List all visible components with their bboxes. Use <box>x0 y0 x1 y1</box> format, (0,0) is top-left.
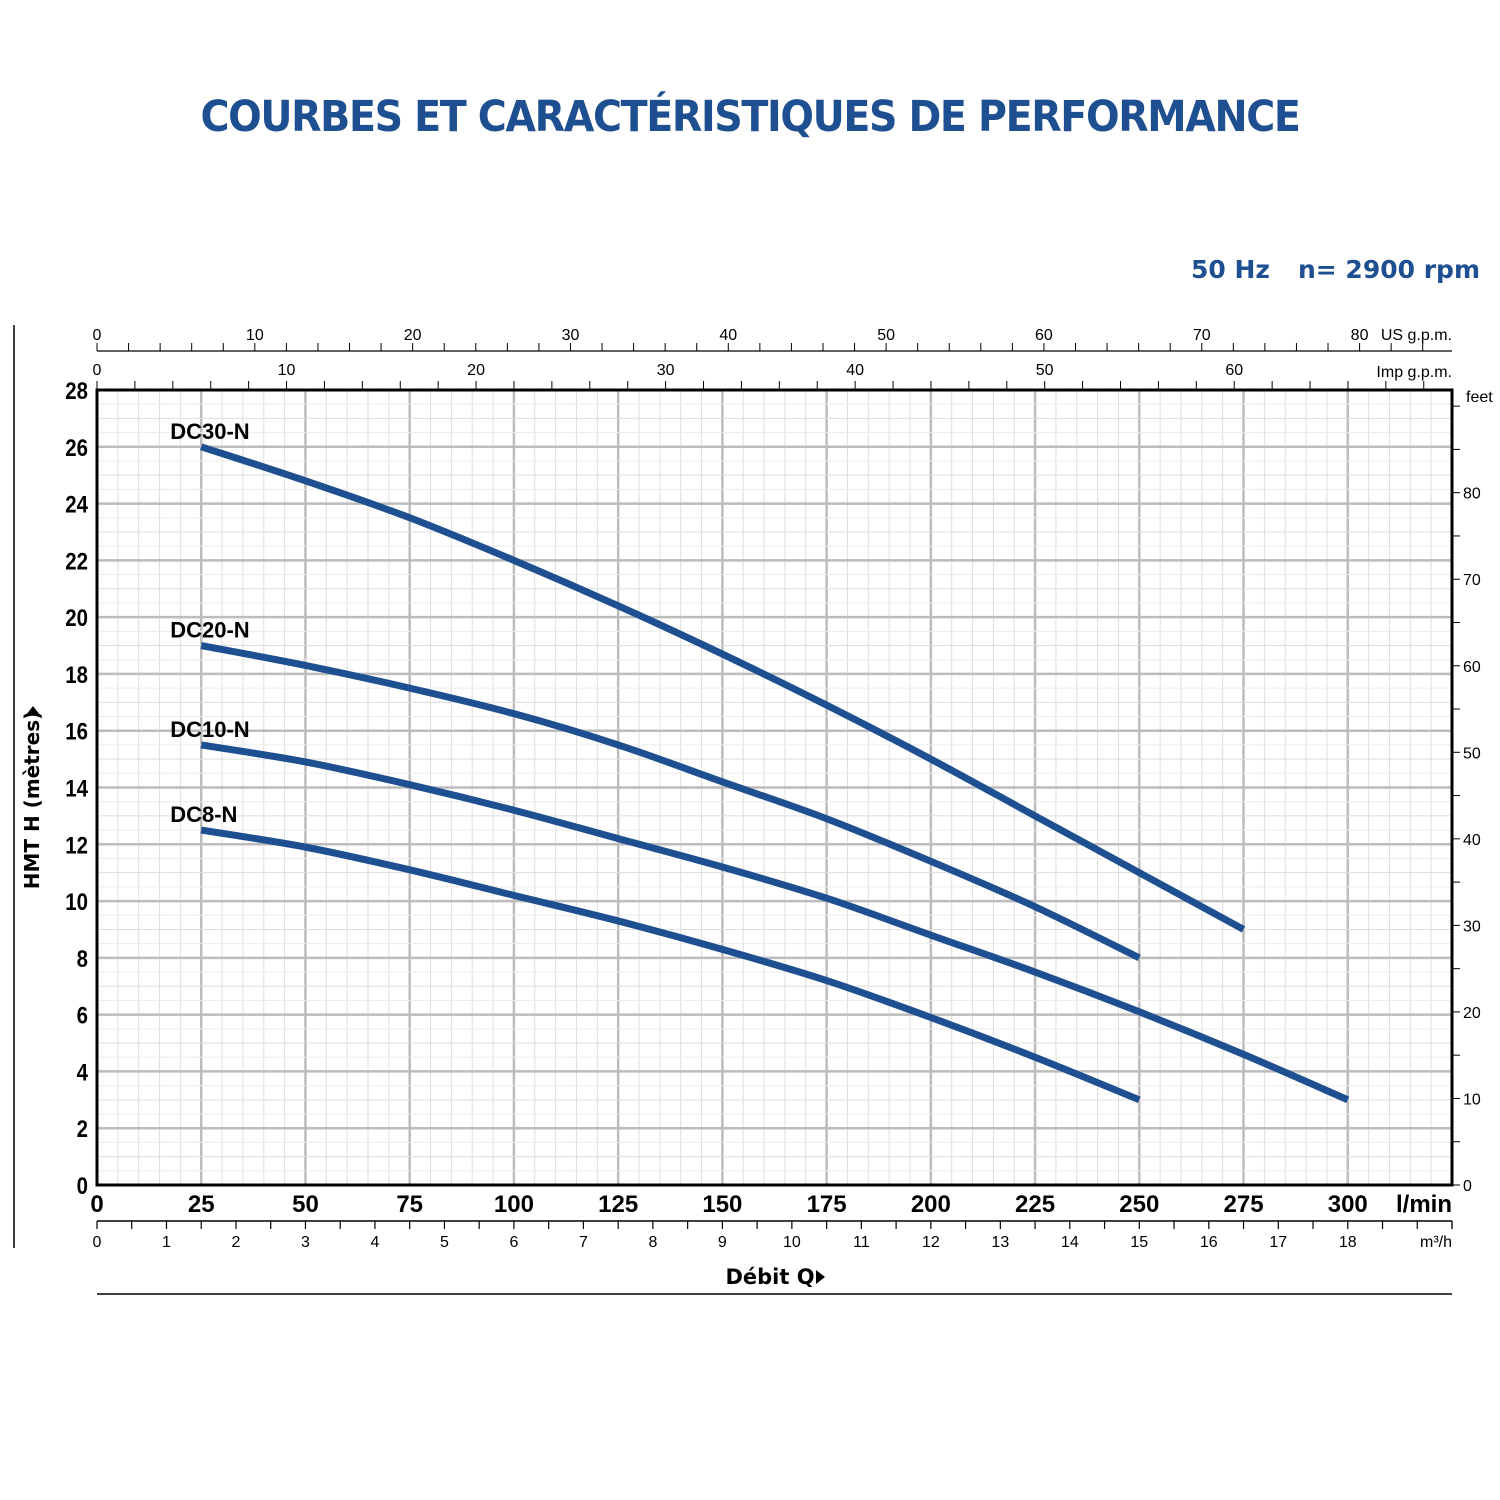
curve-label: DC30-N <box>170 419 249 444</box>
imp-gpm-tick-label: 50 <box>1036 362 1054 379</box>
y-tick-label: 2 <box>77 1116 88 1143</box>
us-gpm-unit-label: US g.p.m. <box>1381 327 1452 344</box>
m3h-tick-label: 1 <box>162 1234 171 1251</box>
x-tick-label: 250 <box>1119 1191 1159 1218</box>
imp-gpm-tick-label: 0 <box>93 362 102 379</box>
m3h-tick-label: 11 <box>853 1234 870 1251</box>
m3h-tick-label: 6 <box>509 1234 518 1251</box>
curve-dc10-n <box>200 741 1350 1104</box>
us-gpm-tick-label: 30 <box>562 327 580 344</box>
y-tick-label: 16 <box>65 718 88 745</box>
y-tick-label: 6 <box>77 1002 88 1029</box>
x-tick-label: 100 <box>494 1191 534 1218</box>
curve-dc8-n <box>200 826 1141 1104</box>
y-tick-label: 14 <box>65 775 88 802</box>
m3h-tick-label: 10 <box>783 1234 801 1251</box>
y-tick-label: 24 <box>65 491 88 518</box>
us-gpm-tick-label: 70 <box>1193 327 1211 344</box>
x-tick-label: 75 <box>396 1191 423 1218</box>
page-title: COURBES ET CARACTÉRISTIQUES DE PERFORMAN… <box>200 92 1300 142</box>
operating-conditions: 50 Hz n= 2900 rpm <box>1163 255 1480 284</box>
y-axis-arrow-icon <box>26 706 40 715</box>
x-tick-label: 275 <box>1224 1191 1264 1218</box>
feet-tick-label: 70 <box>1463 572 1481 589</box>
x-axis-label: Débit Q <box>725 1265 814 1289</box>
frequency: 50 Hz <box>1191 255 1270 284</box>
m3h-unit-label: m³/h <box>1420 1234 1452 1251</box>
x-unit-label: l/min <box>1396 1191 1452 1218</box>
y-tick-label: 8 <box>77 945 88 972</box>
m3h-tick-label: 12 <box>922 1234 940 1251</box>
y-tick-label: 18 <box>65 661 88 688</box>
us-gpm-tick-label: 10 <box>246 327 264 344</box>
m3h-tick-label: 3 <box>301 1234 310 1251</box>
y-axis-label: HMT H (mètres) <box>20 711 44 890</box>
x-tick-label: 50 <box>292 1191 319 1218</box>
m3h-tick-label: 14 <box>1061 1234 1079 1251</box>
feet-tick-label: 30 <box>1463 918 1481 935</box>
curve-dc20-n <box>200 642 1141 961</box>
speed: n= 2900 rpm <box>1297 255 1480 284</box>
m3h-tick-label: 8 <box>648 1234 657 1251</box>
y-tick-label: 28 <box>65 377 88 404</box>
imp-gpm-tick-label: 20 <box>467 362 485 379</box>
x-tick-label: 175 <box>807 1191 847 1218</box>
y-tick-label: 26 <box>65 434 88 461</box>
m3h-tick-label: 9 <box>718 1234 727 1251</box>
x-tick-label: 300 <box>1328 1191 1368 1218</box>
m3h-tick-label: 7 <box>579 1234 588 1251</box>
us-gpm-tick-label: 40 <box>719 327 737 344</box>
us-gpm-tick-label: 60 <box>1035 327 1053 344</box>
feet-tick-label: 80 <box>1463 486 1481 503</box>
us-gpm-tick-label: 0 <box>93 327 102 344</box>
m3h-tick-label: 18 <box>1339 1234 1357 1251</box>
y-tick-label: 22 <box>65 548 88 575</box>
m3h-tick-label: 2 <box>232 1234 241 1251</box>
us-gpm-tick-label: 80 <box>1351 327 1369 344</box>
curve-label: DC8-N <box>170 802 237 827</box>
us-gpm-tick-label: 50 <box>877 327 895 344</box>
m3h-tick-label: 15 <box>1130 1234 1148 1251</box>
x-tick-label: 200 <box>911 1191 951 1218</box>
m3h-tick-label: 5 <box>440 1234 449 1251</box>
m3h-tick-label: 0 <box>93 1234 102 1251</box>
x-tick-label: 0 <box>90 1191 103 1218</box>
feet-tick-label: 10 <box>1463 1091 1481 1108</box>
m3h-tick-label: 17 <box>1269 1234 1287 1251</box>
feet-unit-label: feet <box>1466 389 1493 406</box>
feet-tick-label: 40 <box>1463 832 1481 849</box>
imp-gpm-tick-label: 60 <box>1225 362 1243 379</box>
feet-tick-label: 60 <box>1463 659 1481 676</box>
feet-tick-label: 0 <box>1463 1178 1472 1195</box>
imp-gpm-tick-label: 10 <box>278 362 296 379</box>
x-tick-label: 225 <box>1015 1191 1055 1218</box>
y-tick-label: 4 <box>77 1059 89 1086</box>
x-tick-label: 150 <box>702 1191 742 1218</box>
y-tick-label: 20 <box>65 605 88 632</box>
feet-tick-label: 50 <box>1463 745 1481 762</box>
x-tick-label: 25 <box>188 1191 215 1218</box>
y-tick-label: 0 <box>77 1172 88 1199</box>
imp-gpm-tick-label: 30 <box>657 362 675 379</box>
plot-frame <box>95 388 1454 1187</box>
imp-gpm-unit-label: Imp g.p.m. <box>1376 364 1452 381</box>
us-gpm-tick-label: 20 <box>404 327 422 344</box>
curve-dc30-n <box>200 443 1246 933</box>
m3h-tick-label: 4 <box>370 1234 379 1251</box>
y-tick-label: 10 <box>65 889 88 916</box>
m3h-tick-label: 13 <box>991 1234 1009 1251</box>
imp-gpm-tick-label: 40 <box>846 362 864 379</box>
curve-label: DC10-N <box>170 717 249 742</box>
x-axis-arrow-icon <box>816 1270 825 1284</box>
curve-label: DC20-N <box>170 618 249 643</box>
feet-tick-label: 20 <box>1463 1005 1481 1022</box>
m3h-tick-label: 16 <box>1200 1234 1218 1251</box>
y-tick-label: 12 <box>65 832 88 859</box>
x-tick-label: 125 <box>598 1191 638 1218</box>
